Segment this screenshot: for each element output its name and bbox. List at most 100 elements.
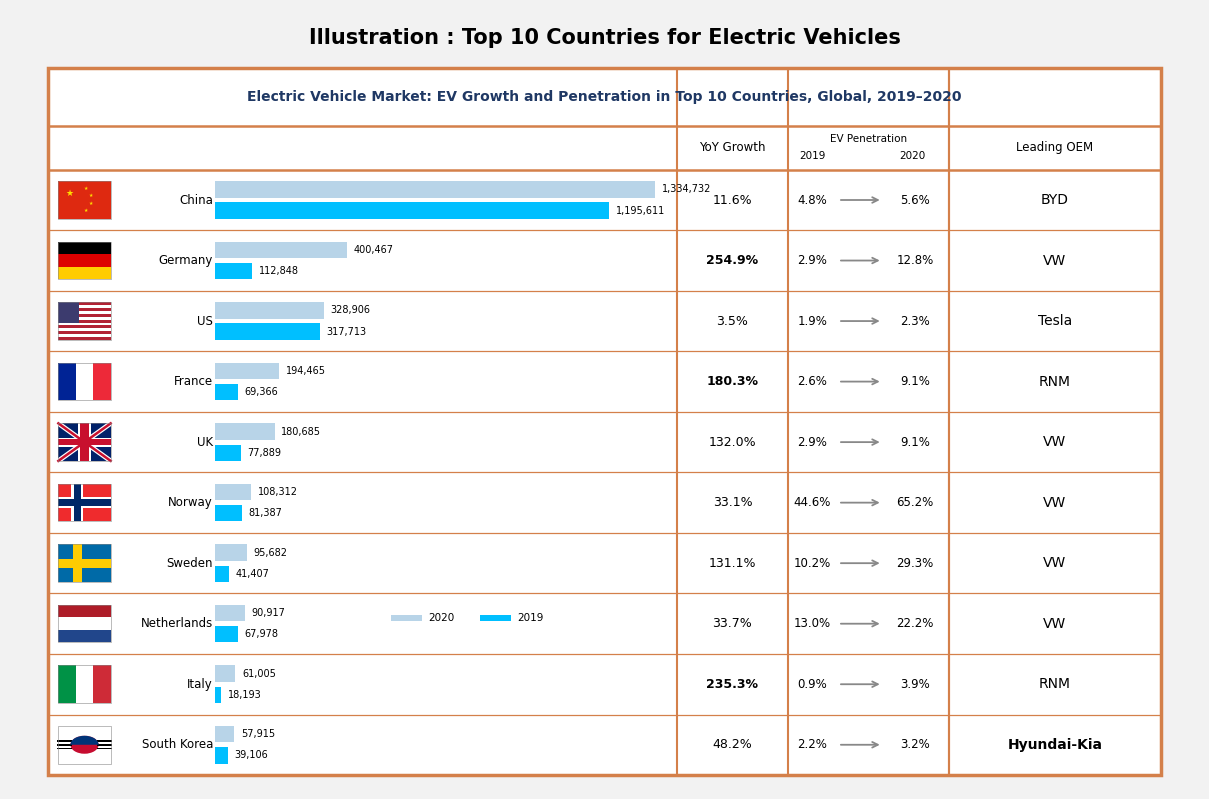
Bar	[215, 626, 238, 642]
Text: 2019: 2019	[517, 613, 544, 622]
Bar	[58, 331, 111, 334]
Text: Electric Vehicle Market: EV Growth and Penetration in Top 10 Countries, Global, : Electric Vehicle Market: EV Growth and P…	[248, 90, 961, 104]
Text: ★: ★	[83, 208, 88, 213]
Bar	[58, 323, 111, 325]
Bar	[58, 316, 111, 320]
Bar	[58, 302, 111, 305]
Text: 33.1%: 33.1%	[712, 496, 752, 509]
Bar	[58, 499, 111, 506]
Bar	[58, 308, 111, 311]
Bar	[58, 618, 111, 630]
Bar	[58, 666, 76, 703]
Bar	[58, 302, 111, 340]
Bar	[58, 320, 111, 323]
Text: UK: UK	[197, 435, 213, 448]
Text: 180.3%: 180.3%	[706, 375, 758, 388]
Bar	[79, 423, 91, 461]
Bar	[58, 559, 111, 567]
Text: 41,407: 41,407	[236, 569, 270, 578]
Bar	[58, 181, 111, 219]
Text: RNM: RNM	[1039, 678, 1071, 691]
Bar	[58, 337, 111, 340]
Text: 328,906: 328,906	[330, 305, 370, 316]
Bar	[58, 630, 111, 642]
Text: 131.1%: 131.1%	[708, 557, 756, 570]
Text: 29.3%: 29.3%	[896, 557, 933, 570]
Text: France: France	[174, 375, 213, 388]
Circle shape	[70, 736, 99, 753]
Text: VW: VW	[1043, 253, 1066, 268]
Text: 2019: 2019	[799, 151, 826, 161]
Bar	[215, 747, 229, 764]
Bar	[58, 544, 111, 582]
Bar	[58, 605, 111, 642]
Bar	[58, 311, 111, 314]
Bar	[215, 423, 274, 439]
Bar	[215, 484, 251, 500]
Bar	[58, 314, 111, 316]
Bar	[58, 423, 111, 461]
Bar	[215, 605, 245, 622]
Text: South Korea: South Korea	[141, 738, 213, 751]
Text: 22.2%: 22.2%	[896, 617, 933, 630]
Text: Netherlands: Netherlands	[140, 617, 213, 630]
Bar	[58, 334, 111, 337]
Bar	[480, 615, 510, 621]
Bar	[58, 726, 111, 764]
Bar	[215, 666, 236, 682]
Text: 180,685: 180,685	[282, 427, 322, 436]
Bar	[73, 544, 82, 582]
Text: 112,848: 112,848	[259, 266, 299, 276]
Text: 1,195,611: 1,195,611	[617, 205, 665, 216]
Bar	[58, 484, 111, 522]
Text: Italy: Italy	[187, 678, 213, 691]
Text: YoY Growth: YoY Growth	[699, 141, 765, 154]
Bar	[58, 605, 111, 618]
Bar	[215, 686, 221, 703]
Text: VW: VW	[1043, 435, 1066, 449]
Text: EV Penetration: EV Penetration	[831, 134, 907, 145]
Text: 33.7%: 33.7%	[712, 617, 752, 630]
Bar	[58, 242, 111, 254]
Text: 2.6%: 2.6%	[798, 375, 827, 388]
Bar	[97, 748, 111, 749]
Text: 0.9%: 0.9%	[798, 678, 827, 691]
Text: 2020: 2020	[428, 613, 455, 622]
Bar	[93, 666, 111, 703]
Text: 3.9%: 3.9%	[899, 678, 930, 691]
Text: Hyundai-Kia: Hyundai-Kia	[1007, 737, 1103, 752]
Bar	[58, 328, 111, 331]
Bar	[80, 423, 88, 461]
Text: 13.0%: 13.0%	[794, 617, 831, 630]
Text: Sweden: Sweden	[167, 557, 213, 570]
Bar	[215, 384, 238, 400]
Bar	[215, 726, 235, 742]
Bar	[215, 505, 242, 522]
Text: VW: VW	[1043, 495, 1066, 510]
Bar	[215, 444, 241, 461]
Bar	[58, 439, 111, 445]
Text: 132.0%: 132.0%	[708, 435, 756, 448]
Bar	[215, 324, 320, 340]
Bar	[58, 498, 111, 508]
Bar	[58, 325, 111, 328]
Text: 77,889: 77,889	[248, 447, 282, 458]
Text: 2.2%: 2.2%	[798, 738, 827, 751]
Text: 81,387: 81,387	[249, 508, 283, 519]
Bar	[58, 254, 111, 267]
Text: 44.6%: 44.6%	[794, 496, 831, 509]
Text: 5.6%: 5.6%	[899, 193, 930, 206]
Text: 65.2%: 65.2%	[896, 496, 933, 509]
Text: ★: ★	[88, 193, 93, 198]
Text: China: China	[179, 193, 213, 206]
Text: 3.5%: 3.5%	[717, 315, 748, 328]
Text: 69,366: 69,366	[244, 388, 278, 397]
Bar	[215, 242, 347, 258]
Text: ★: ★	[65, 189, 74, 198]
Bar	[97, 744, 111, 745]
Text: ★: ★	[88, 201, 93, 205]
Bar	[58, 726, 111, 764]
Text: 48.2%: 48.2%	[712, 738, 752, 751]
Text: 2.9%: 2.9%	[798, 254, 827, 267]
Text: 95,682: 95,682	[254, 547, 288, 558]
